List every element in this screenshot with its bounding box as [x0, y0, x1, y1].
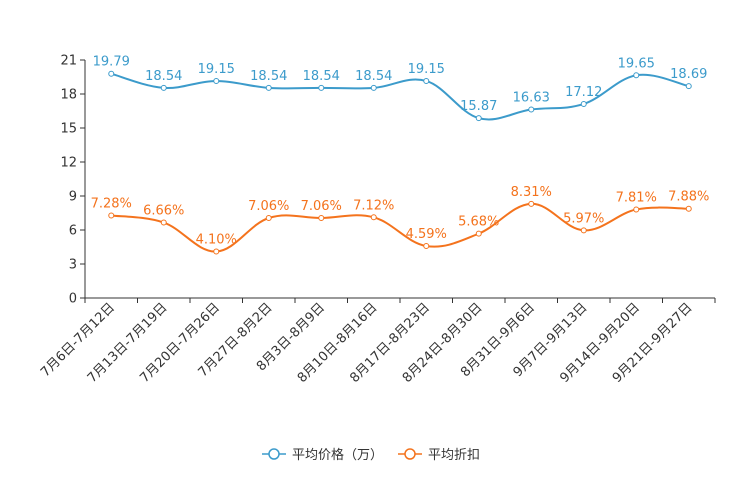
data-point[interactable]	[371, 215, 376, 220]
data-label: 19.15	[198, 62, 235, 77]
data-label: 7.88%	[668, 190, 709, 205]
legend-marker	[405, 449, 415, 459]
data-label: 19.65	[618, 56, 655, 71]
legend-label: 平均折扣	[428, 448, 480, 463]
data-point[interactable]	[319, 85, 324, 90]
data-label: 4.10%	[196, 233, 237, 248]
legend-label: 平均价格（万）	[292, 447, 383, 463]
data-label: 18.54	[303, 69, 340, 84]
data-point[interactable]	[214, 78, 219, 83]
data-label: 16.63	[513, 91, 550, 106]
data-point[interactable]	[634, 207, 639, 212]
data-label: 17.12	[565, 85, 602, 100]
data-point[interactable]	[634, 73, 639, 78]
data-point[interactable]	[424, 243, 429, 248]
data-label: 5.97%	[563, 211, 604, 226]
data-label: 7.06%	[301, 199, 342, 214]
data-label: 19.15	[408, 62, 445, 77]
data-label: 18.54	[355, 69, 392, 84]
data-label: 15.87	[460, 99, 497, 114]
data-point[interactable]	[161, 85, 166, 90]
data-label: 18.54	[250, 69, 287, 84]
y-tick-label: 21	[60, 54, 77, 69]
legend-marker	[269, 449, 279, 459]
data-point[interactable]	[686, 206, 691, 211]
data-point[interactable]	[319, 215, 324, 220]
data-point[interactable]	[161, 220, 166, 225]
data-point[interactable]	[109, 213, 114, 218]
data-point[interactable]	[214, 249, 219, 254]
line-chart: 0369121518217月6日-7月12日7月13日-7月19日7月20日-7…	[0, 0, 744, 496]
data-point[interactable]	[476, 116, 481, 121]
data-label: 7.81%	[616, 190, 657, 205]
data-label: 4.59%	[406, 227, 447, 242]
data-label: 6.66%	[143, 204, 184, 219]
data-label: 7.06%	[248, 199, 289, 214]
data-label: 18.54	[145, 69, 182, 84]
data-point[interactable]	[266, 215, 271, 220]
data-point[interactable]	[266, 85, 271, 90]
y-tick-label: 3	[69, 258, 77, 273]
y-tick-label: 18	[60, 88, 77, 103]
data-label: 7.28%	[91, 196, 132, 211]
data-label: 7.12%	[353, 198, 394, 213]
data-label: 8.31%	[511, 185, 552, 200]
data-label: 18.69	[670, 67, 707, 82]
data-point[interactable]	[581, 101, 586, 106]
data-point[interactable]	[529, 107, 534, 112]
data-point[interactable]	[371, 85, 376, 90]
legend-item-0[interactable]: 平均价格（万）	[262, 447, 383, 463]
data-label: 5.68%	[458, 215, 499, 230]
legend[interactable]: 平均价格（万） 平均折扣	[262, 447, 480, 463]
legend-item-1[interactable]: 平均折扣	[398, 448, 480, 463]
data-point[interactable]	[109, 71, 114, 76]
data-point[interactable]	[424, 78, 429, 83]
data-point[interactable]	[581, 228, 586, 233]
y-tick-label: 12	[60, 156, 77, 171]
data-point[interactable]	[476, 231, 481, 236]
y-tick-label: 9	[69, 190, 77, 205]
y-tick-label: 0	[69, 292, 77, 307]
y-tick-label: 6	[69, 224, 77, 239]
data-point[interactable]	[686, 84, 691, 89]
y-tick-label: 15	[60, 122, 77, 137]
data-point[interactable]	[529, 201, 534, 206]
series-layer	[109, 71, 692, 254]
data-label: 19.79	[93, 55, 130, 70]
